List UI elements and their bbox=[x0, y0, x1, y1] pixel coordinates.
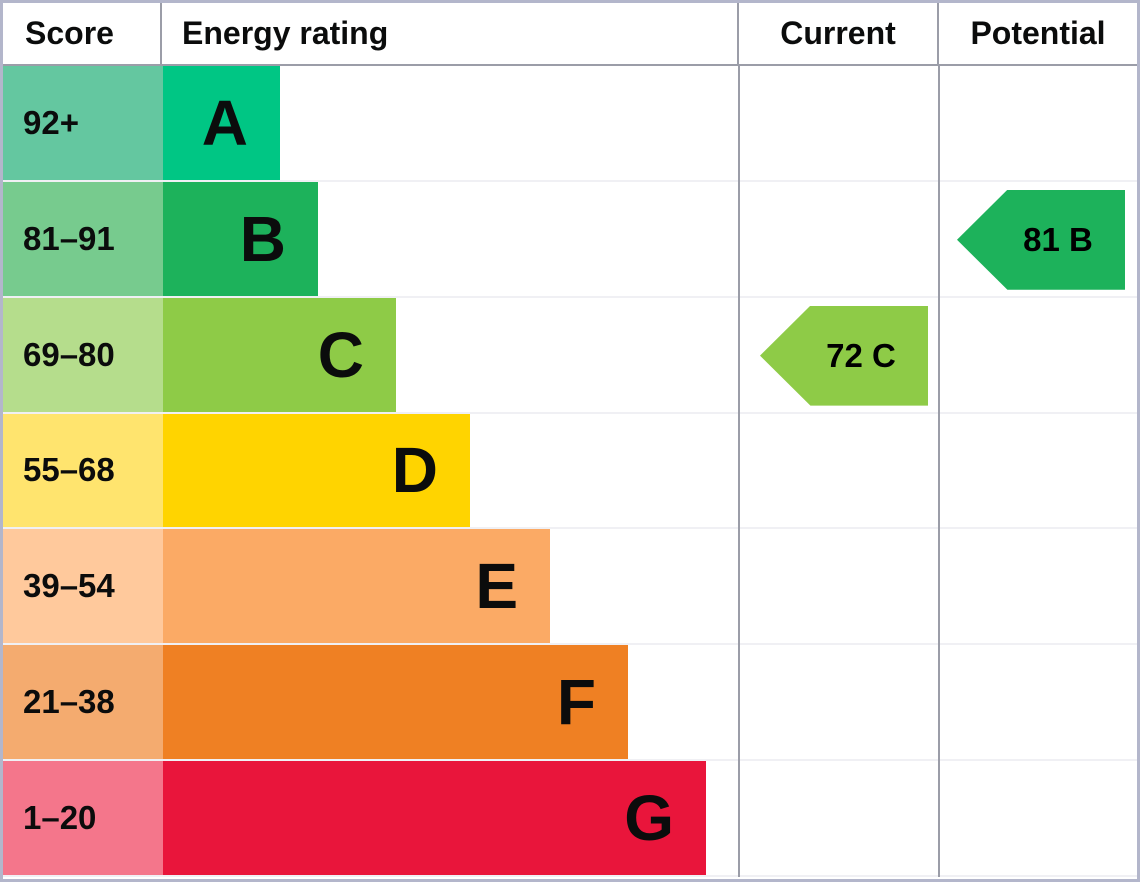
band-score-label: 92+ bbox=[23, 103, 79, 141]
potential-rating-label: 81 B bbox=[1023, 220, 1093, 258]
band-letter: F bbox=[556, 666, 596, 739]
header-score: Score bbox=[25, 15, 114, 51]
band-letter: E bbox=[475, 550, 518, 623]
band-bar-e: E bbox=[163, 529, 550, 644]
band-bar-g: G bbox=[163, 761, 706, 875]
band-score-label: 39–54 bbox=[23, 567, 115, 605]
header-energy-rating: Energy rating bbox=[182, 15, 389, 51]
current-rating-label: 72 C bbox=[826, 336, 896, 374]
band-score-cell: 39–54 bbox=[3, 529, 163, 644]
band-score-label: 69–80 bbox=[23, 335, 115, 373]
band-score-cell: 81–91 bbox=[3, 181, 163, 296]
band-bar-f: F bbox=[163, 645, 628, 760]
band-score-label: 21–38 bbox=[23, 683, 115, 721]
band-score-cell: 55–68 bbox=[3, 413, 163, 528]
band-score-cell: 1–20 bbox=[3, 761, 163, 875]
band-row-d: 55–68 D bbox=[3, 413, 1137, 530]
band-bar-d: D bbox=[163, 413, 470, 528]
band-bar-a: A bbox=[163, 66, 280, 180]
column-divider bbox=[160, 3, 162, 64]
band-score-label: 1–20 bbox=[23, 798, 97, 836]
band-score-cell: 21–38 bbox=[3, 645, 163, 760]
band-bar-c: C bbox=[163, 297, 396, 412]
band-score-label: 81–91 bbox=[23, 219, 115, 257]
column-divider bbox=[738, 66, 740, 877]
band-letter: C bbox=[317, 318, 364, 391]
header-current: Current bbox=[780, 15, 896, 51]
band-score-label: 55–68 bbox=[23, 451, 115, 489]
rating-scale-body: 92+ A 81–91 B 69–80 C 55–68 bbox=[3, 66, 1137, 877]
band-score-cell: 92+ bbox=[3, 66, 163, 180]
band-letter: G bbox=[624, 781, 674, 854]
band-row-f: 21–38 F bbox=[3, 645, 1137, 762]
band-row-b: 81–91 B bbox=[3, 181, 1137, 298]
column-divider bbox=[737, 3, 739, 64]
band-row-g: 1–20 G bbox=[3, 761, 1137, 877]
band-letter: B bbox=[239, 202, 286, 275]
table-header: Score Energy rating Current Potential bbox=[3, 3, 1137, 66]
column-divider bbox=[937, 3, 939, 64]
band-row-a: 92+ A bbox=[3, 66, 1137, 182]
band-letter: A bbox=[201, 86, 248, 159]
band-row-c: 69–80 C bbox=[3, 297, 1137, 414]
band-letter: D bbox=[391, 434, 438, 507]
band-score-cell: 69–80 bbox=[3, 297, 163, 412]
band-bar-b: B bbox=[163, 181, 318, 296]
band-row-e: 39–54 E bbox=[3, 529, 1137, 646]
column-divider bbox=[938, 66, 940, 877]
header-potential: Potential bbox=[970, 15, 1106, 51]
